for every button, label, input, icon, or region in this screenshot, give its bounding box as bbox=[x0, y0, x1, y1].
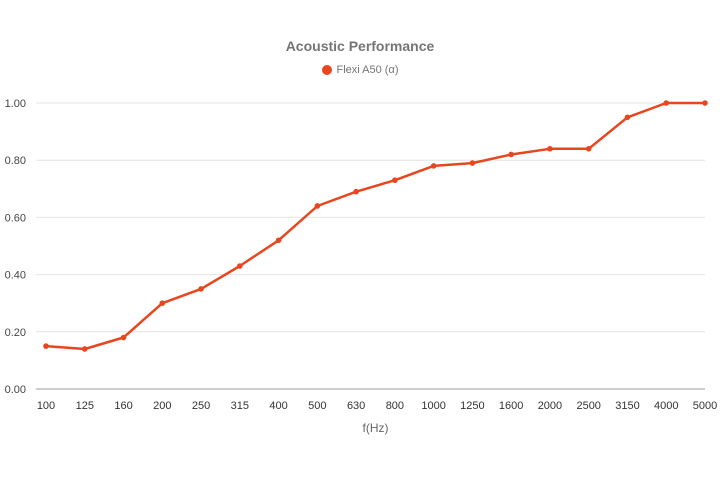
x-tick-label: 400 bbox=[269, 400, 287, 412]
x-tick-label: 315 bbox=[231, 400, 249, 412]
legend-label: Flexi A50 (α) bbox=[336, 64, 399, 76]
data-point bbox=[585, 145, 592, 152]
x-tick-label: 100 bbox=[37, 400, 55, 412]
data-point bbox=[275, 237, 282, 244]
series-line bbox=[44, 101, 707, 351]
chart-title: Acoustic Performance bbox=[285, 38, 435, 54]
x-tick-label: 4000 bbox=[654, 400, 678, 412]
x-tick-label: 125 bbox=[76, 400, 94, 412]
data-point bbox=[392, 177, 398, 184]
x-tick-label: 1600 bbox=[499, 400, 523, 412]
data-point bbox=[547, 145, 553, 152]
data-point bbox=[663, 100, 670, 106]
data-point bbox=[430, 163, 437, 169]
data-point bbox=[43, 343, 49, 349]
data-point bbox=[314, 203, 321, 209]
data-point bbox=[81, 346, 88, 352]
y-tick-label: 0.20 bbox=[5, 327, 26, 339]
x-tick-label: 5000 bbox=[693, 400, 717, 412]
y-tick-label: 0.40 bbox=[5, 270, 26, 282]
x-tick-label: 2000 bbox=[538, 400, 562, 412]
y-tick-label: 0.00 bbox=[5, 384, 26, 396]
x-tick-label: 3150 bbox=[615, 400, 639, 412]
x-tick-label: 2500 bbox=[576, 400, 600, 412]
data-point bbox=[237, 263, 243, 269]
data-point bbox=[198, 286, 204, 292]
x-tick-label: 1250 bbox=[460, 400, 484, 412]
data-point bbox=[159, 300, 166, 307]
y-tick-label: 0.80 bbox=[5, 155, 26, 167]
x-tick-label: 630 bbox=[347, 400, 365, 412]
x-tick-label: 160 bbox=[114, 400, 132, 412]
data-point bbox=[469, 160, 476, 166]
y-tick-label: 0.60 bbox=[5, 212, 26, 224]
x-tick-label: 1000 bbox=[421, 400, 445, 412]
x-axis-title: f(Hz) bbox=[363, 421, 389, 435]
data-point bbox=[120, 334, 127, 341]
data-point bbox=[624, 114, 631, 121]
x-tick-label: 250 bbox=[192, 400, 210, 412]
data-point bbox=[702, 100, 708, 106]
x-tick-label: 500 bbox=[308, 400, 326, 412]
x-tick-label: 800 bbox=[386, 400, 404, 412]
data-point bbox=[353, 188, 359, 195]
data-point bbox=[508, 151, 514, 158]
legend[interactable]: Flexi A50 (α) bbox=[0, 64, 720, 76]
y-tick-label: 1.00 bbox=[5, 98, 26, 110]
legend-swatch-icon bbox=[321, 65, 332, 75]
x-tick-label: 200 bbox=[153, 400, 171, 412]
